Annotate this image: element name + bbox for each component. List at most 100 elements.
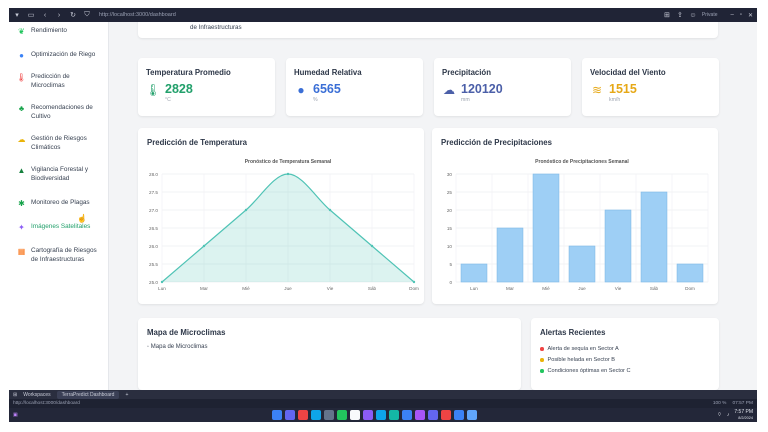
sidebar-item-satelitales[interactable]: ✦ Imágenes Satelitales — [9, 222, 109, 232]
close-icon[interactable]: ✕ — [747, 12, 753, 19]
bar — [604, 209, 632, 283]
sidebar-item-plagas[interactable]: ✱ Monitoreo de Plagas — [9, 198, 109, 208]
sidebar-item-rendimiento[interactable]: ❦ Rendimiento — [9, 26, 109, 36]
cloud-warning-icon: ☁ — [17, 134, 26, 144]
alert-dot-icon — [540, 369, 544, 373]
y-tick-label: 28.0 — [149, 172, 158, 177]
taskbar-time[interactable]: 7:57 PM — [734, 409, 753, 416]
y-tick-label: 20 — [447, 208, 453, 213]
precipitation-chart: Pronóstico de Precipitaciones Semanal 30 2… — [447, 159, 709, 291]
y-tick-label: 27.5 — [149, 190, 158, 195]
taskbar-app-icon[interactable] — [376, 410, 386, 420]
share-icon[interactable]: ⇪ — [676, 12, 683, 19]
status-url: http://localhost:3000/dashboard — [13, 401, 80, 406]
tray-wifi-icon[interactable]: ⌔ — [717, 411, 722, 418]
alert-item: Alerta de sequía en Sector A — [540, 346, 710, 352]
stat-title: Temperatura Promedio — [146, 68, 231, 77]
stat-value: 1515 — [609, 82, 637, 96]
app-menu-icon[interactable]: ▾ — [15, 12, 19, 19]
sidebar-item-riego[interactable]: ● Optimización de Riego — [9, 50, 109, 60]
main-content: de Infraestructuras Temperatura Promedio… — [109, 22, 757, 390]
stat-card-precipitacion: Precipitación ☁ 120120 mm — [434, 58, 571, 116]
stat-card-viento: Velocidad del Viento ≋ 1515 km/h — [582, 58, 719, 116]
sidebar-item-label: Recomendaciones de Cultivo — [31, 104, 93, 121]
taskbar-app-icon[interactable] — [272, 410, 282, 420]
forward-icon[interactable]: › — [57, 11, 61, 19]
x-tick-label: Mar — [506, 286, 514, 291]
tab-dashboard[interactable]: TerraPredict Dashboard — [56, 390, 120, 399]
taskbar-app-icon[interactable] — [311, 410, 321, 420]
y-tick-label: 25.5 — [149, 262, 158, 267]
stat-value: 6565 — [313, 82, 341, 96]
taskbar-app-icon[interactable] — [402, 410, 412, 420]
workspaces-icon[interactable]: ⊞ — [13, 391, 18, 398]
alert-dot-icon — [540, 347, 544, 351]
tree-icon: ▲ — [17, 165, 26, 175]
taskbar-app-icon[interactable] — [363, 410, 373, 420]
start-icon[interactable]: ▣ — [13, 412, 18, 418]
x-tick-label: Dom — [685, 286, 695, 291]
taskbar-app-icon[interactable] — [428, 410, 438, 420]
x-tick-label: Jue — [284, 286, 292, 291]
sidebar-item-infraestructuras[interactable]: ▦ Cartografía de Riesgos de Infraestruct… — [9, 246, 109, 265]
stat-unit: mm — [461, 96, 470, 103]
sidebar-toggle-icon[interactable]: ▭ — [27, 12, 35, 19]
y-tick-label: 25.0 — [149, 280, 158, 285]
profile-icon[interactable]: ☺ — [689, 11, 697, 19]
minimize-icon[interactable]: – — [730, 11, 734, 18]
taskbar-app-icon[interactable] — [441, 410, 451, 420]
taskbar-app-icon[interactable] — [467, 410, 477, 420]
taskbar-app-icon[interactable] — [285, 410, 295, 420]
zoom-level[interactable]: 100 % — [712, 401, 727, 406]
tray-volume-icon[interactable]: ♪ — [726, 411, 730, 418]
address-bar[interactable]: http://localhost:3000/dashboard — [99, 12, 176, 18]
stat-title: Humedad Relativa — [294, 68, 362, 77]
bar — [460, 263, 488, 283]
x-tick-label: Mié — [242, 286, 250, 291]
y-tick-label: 26.5 — [149, 226, 158, 231]
os-taskbar: ▣ ⌔ ♪ 7:57 PM 8/2/2024 — [9, 408, 757, 422]
taskbar-date[interactable]: 8/2/2024 — [738, 415, 753, 420]
taskbar-app-icon[interactable] — [454, 410, 464, 420]
x-tick-label: Mar — [200, 286, 208, 291]
workspaces-button[interactable]: Workspaces — [23, 391, 51, 398]
taskbar-app-icon[interactable] — [337, 410, 347, 420]
browser-tab-bar: ⊞ Workspaces TerraPredict Dashboard + — [9, 390, 757, 399]
sidebar-item-cultivo[interactable]: ♣ Recomendaciones de Cultivo — [9, 103, 109, 122]
sidebar-item-label: Gestión de Riesgos Climáticos — [31, 135, 87, 152]
stat-unit: km/h — [609, 96, 621, 103]
taskbar-apps — [272, 410, 477, 420]
sidebar-item-microclimas[interactable]: 🌡 Predicción de Microclimas — [9, 72, 109, 91]
water-drop-icon: ● — [297, 83, 305, 97]
extensions-icon[interactable]: ⊞ — [663, 12, 670, 19]
taskbar-app-icon[interactable] — [298, 410, 308, 420]
shield-icon[interactable]: ⛉ — [84, 11, 90, 18]
x-tick-label: Sáb — [368, 286, 377, 291]
taskbar-app-icon[interactable] — [350, 410, 360, 420]
wind-icon: ≋ — [591, 83, 603, 97]
bug-icon: ✱ — [18, 198, 25, 208]
sidebar-item-label: Vigilancia Forestal y Biodiversidad — [31, 166, 89, 183]
sidebar-item-label: Optimización de Riego — [31, 51, 96, 58]
bar — [496, 227, 524, 283]
taskbar-app-icon[interactable] — [415, 410, 425, 420]
maximize-icon[interactable]: ▫ — [739, 11, 742, 18]
bar — [676, 263, 704, 283]
chart-title: Pronóstico de Precipitaciones Semanal — [535, 159, 629, 165]
browser-toolbar: ▾ ▭ ‹ › ↻ ⛉ http://localhost:3000/dashbo… — [9, 8, 757, 22]
sidebar: ❦ Rendimiento ● Optimización de Riego 🌡 … — [9, 22, 109, 390]
thermometer-icon: 🌡 — [145, 83, 161, 97]
sidebar-item-label: Imágenes Satelitales — [31, 223, 91, 230]
data-point — [412, 280, 416, 284]
reload-icon[interactable]: ↻ — [70, 12, 76, 19]
back-icon[interactable]: ‹ — [43, 11, 47, 19]
x-tick-label: Lun — [158, 286, 166, 291]
new-tab-icon[interactable]: + — [125, 391, 129, 398]
water-drop-icon: ● — [19, 50, 24, 60]
top-card: de Infraestructuras — [138, 22, 718, 38]
sidebar-item-riesgos-climaticos[interactable]: ☁ Gestión de Riesgos Climáticos — [9, 134, 109, 153]
sidebar-item-forestal[interactable]: ▲ Vigilancia Forestal y Biodiversidad — [9, 165, 109, 184]
taskbar-app-icon[interactable] — [324, 410, 334, 420]
taskbar-app-icon[interactable] — [389, 410, 399, 420]
data-point — [160, 280, 164, 284]
